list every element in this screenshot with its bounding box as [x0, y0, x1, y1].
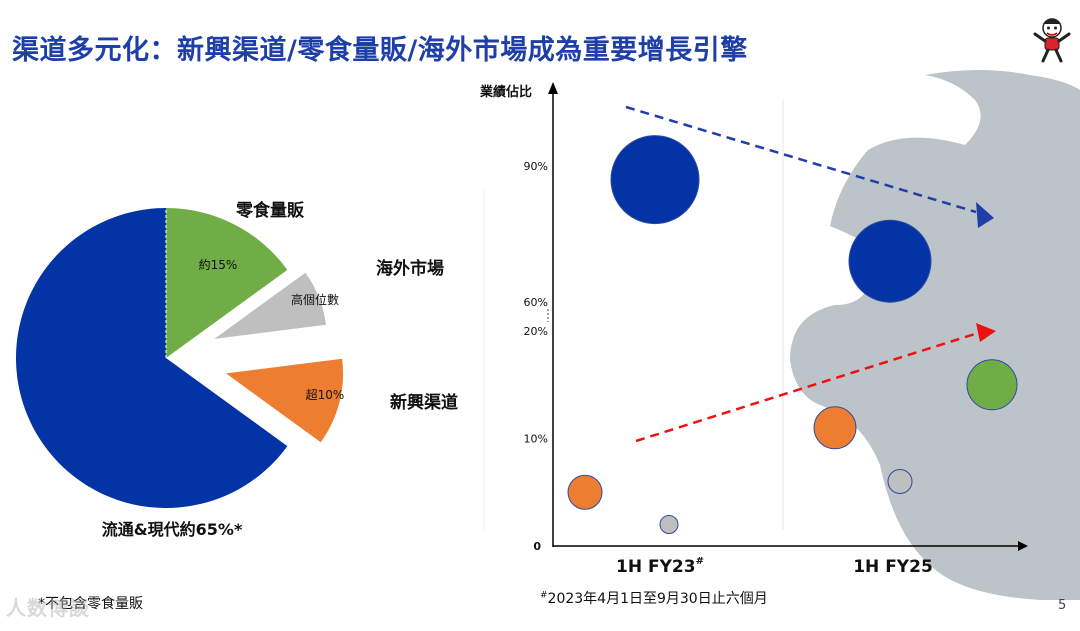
pie-label-snack: 零食量販: [235, 200, 305, 221]
bubble-overseas-fy25: [887, 469, 913, 494]
pie-value-label-snack: 約15%: [199, 257, 238, 272]
y-tick-10-: 10%: [524, 433, 548, 446]
x-category-1h-fy23: 1H FY23#: [616, 556, 704, 577]
date-footnote: #2023年4月1日至9月30日止六個月: [540, 588, 768, 608]
trend-arrow-down-blue: [625, 105, 977, 214]
bubble-emerging-fy25: [813, 406, 857, 450]
date-footnote-mark: #: [540, 590, 548, 601]
trend-arrow-down-head: [976, 202, 994, 228]
pie-value-label-overseas: 高個位數: [291, 292, 339, 307]
watermark: 人数博談: [6, 596, 90, 620]
pie-slice-snack: [166, 208, 288, 358]
pie-slice-traditional: [15, 208, 288, 509]
pie-value-label-emerging: 超10%: [306, 387, 345, 402]
pie-slice-emerging: [226, 358, 344, 443]
x-axis-arrowhead: [1018, 541, 1028, 551]
bubble-traditional-fy23: [610, 135, 700, 225]
x-category-1h-fy25: 1H FY25: [853, 557, 933, 577]
bubble-chart: 業績佔比 1H FY23# 1H FY25 0 10% 20% 60% 90%: [479, 82, 1028, 577]
bubble-traditional-fy25: [848, 219, 932, 303]
trend-arrow-up-head: [976, 323, 996, 342]
bubble-snack-fy25: [966, 359, 1018, 411]
pie-label-emerging: 新興渠道: [390, 392, 458, 413]
page-title: 渠道多元化：新興渠道/零食量販/海外市場成為重要增長引擎: [12, 35, 748, 66]
y-axis-arrowhead: [548, 82, 558, 94]
date-footnote-text: 2023年4月1日至9月30日止六個月: [547, 591, 768, 607]
mascot-silhouette: [790, 70, 1080, 600]
pie-slice-overseas: [214, 272, 326, 339]
page-number: 5: [1058, 598, 1067, 613]
y-tick-0: 0: [533, 540, 541, 553]
pie-label-traditional: 流通&現代約65%*: [102, 520, 243, 539]
y-axis-ticks: 0 10% 20% 60% 90%: [524, 160, 548, 553]
y-tick-90-: 90%: [524, 160, 548, 173]
bubble-emerging-fy23: [567, 474, 603, 510]
y-tick-60-: 60%: [524, 296, 548, 309]
y-tick-20-: 20%: [524, 325, 548, 338]
footnote: *不包含零食量販: [38, 596, 143, 612]
y-axis-label: 業績佔比: [479, 84, 532, 100]
pie-label-overseas: 海外市場: [376, 258, 444, 279]
bubble-overseas-fy23: [659, 515, 679, 534]
mascot-logo-icon: [1033, 18, 1071, 63]
bubbles: [567, 135, 1018, 534]
